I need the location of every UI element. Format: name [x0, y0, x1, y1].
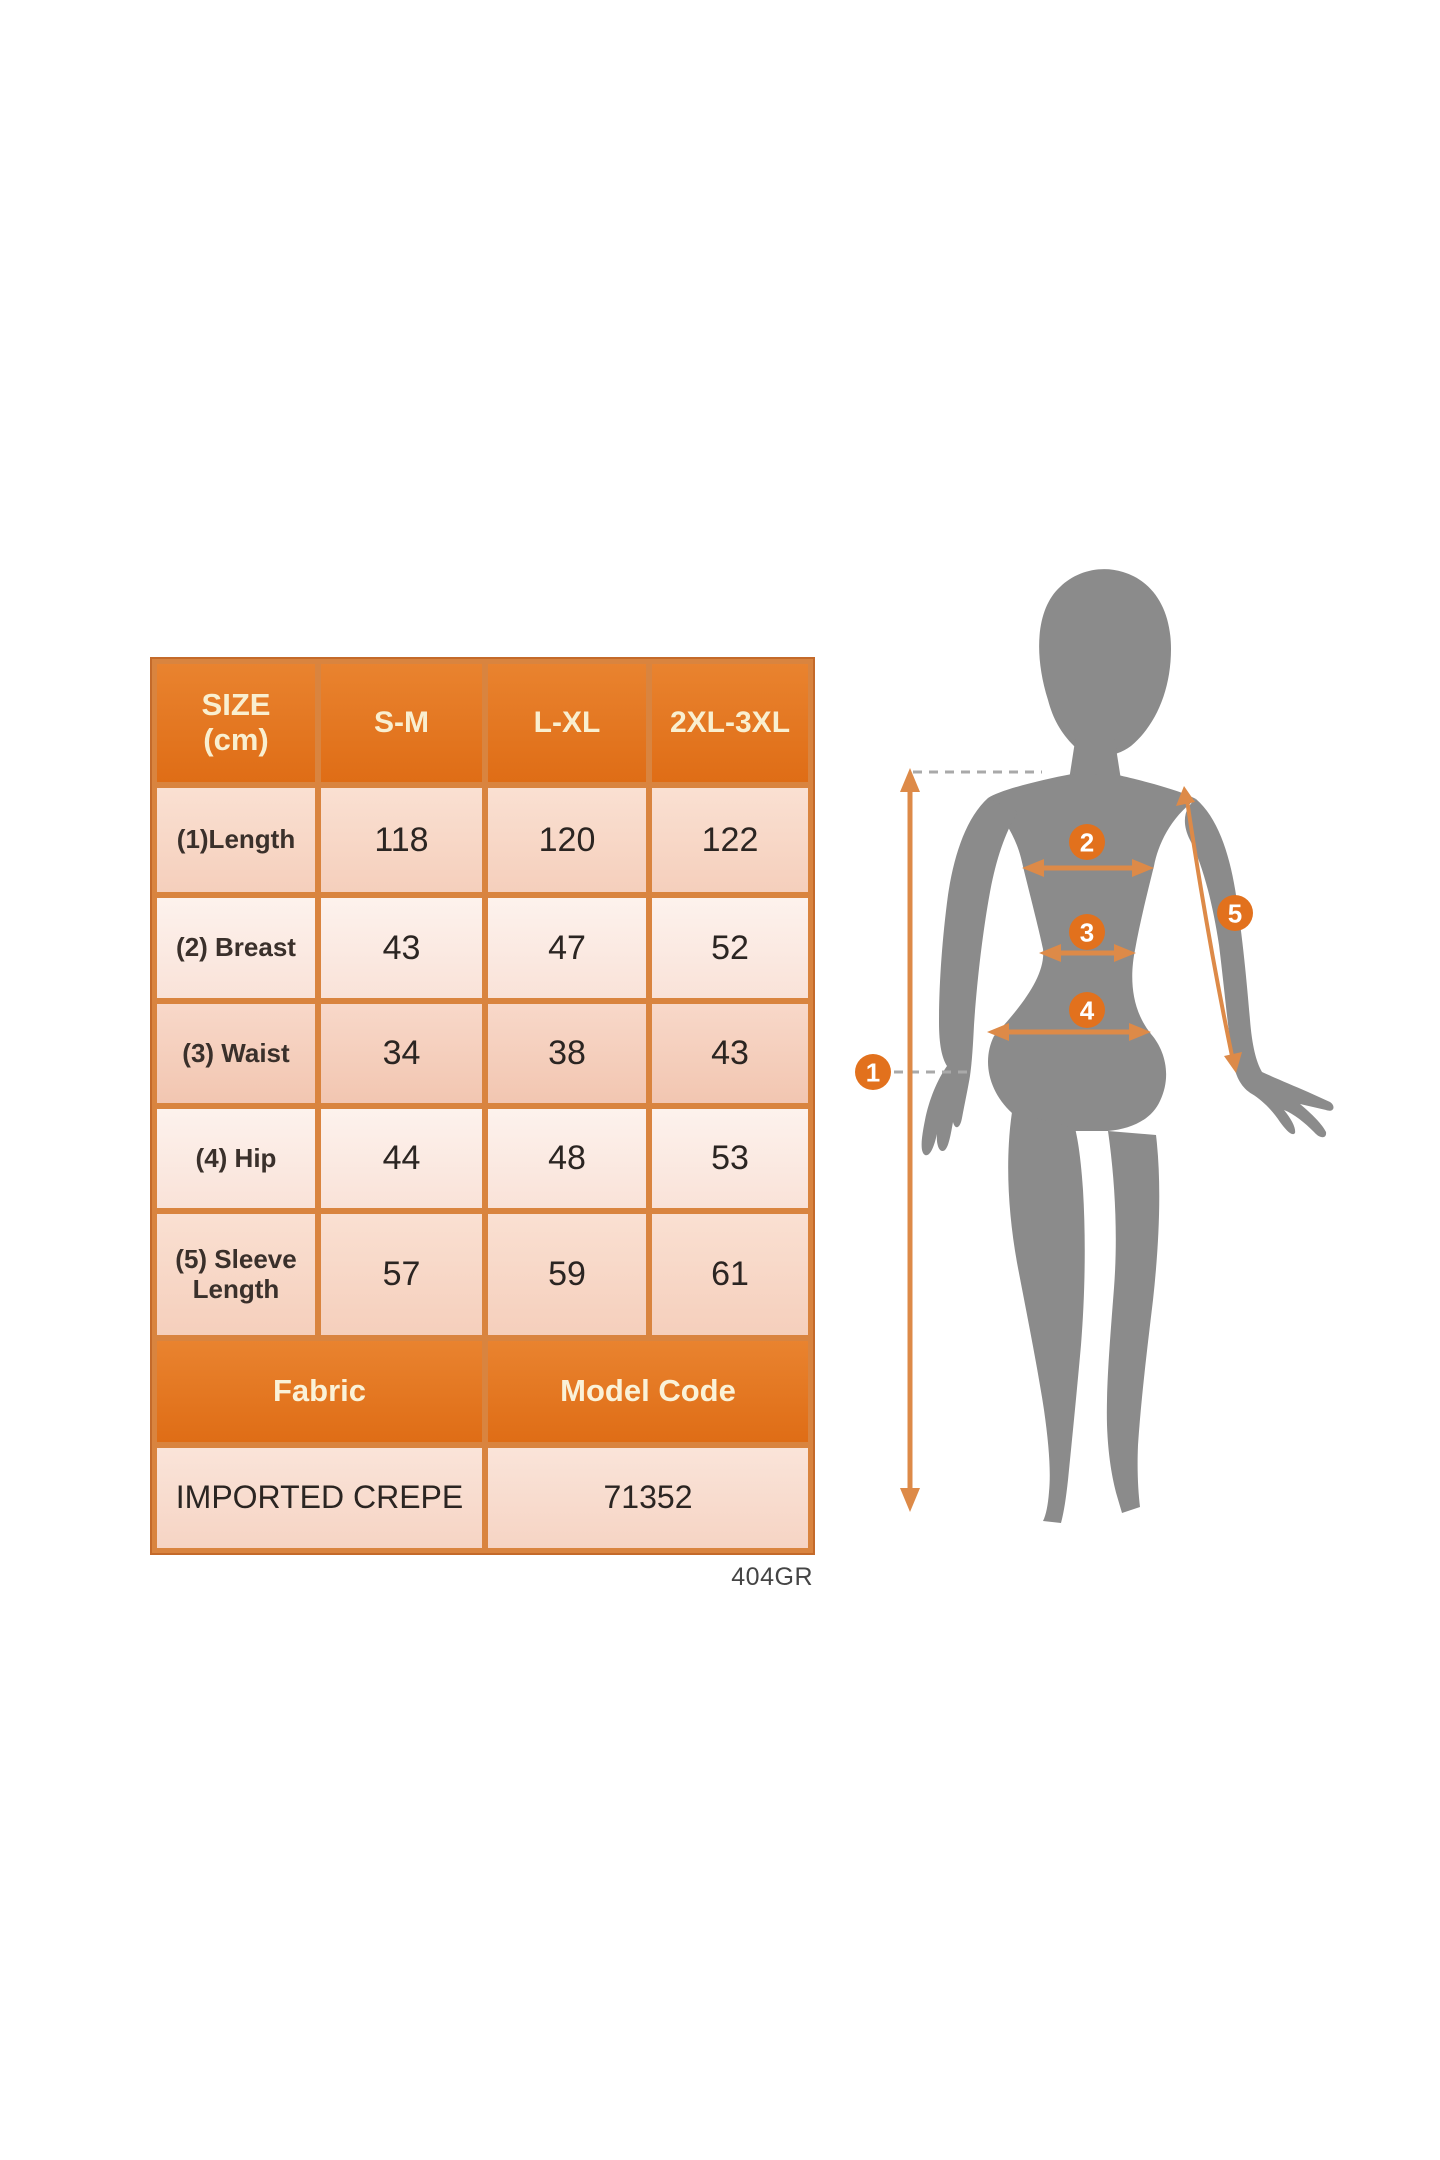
sleeve-2xl-3xl: 61	[652, 1214, 808, 1335]
measurement-figure-svg: 1 2 3 4 5	[855, 569, 1334, 1523]
hip-2xl-3xl: 53	[652, 1109, 808, 1208]
header-size-cm: SIZE (cm)	[157, 664, 315, 782]
header-2xl-3xl: 2XL-3XL	[652, 664, 808, 782]
badge-3-number: 3	[1080, 917, 1094, 947]
badge-3-circle	[1069, 914, 1105, 950]
row-breast-label: (2) Breast	[157, 898, 315, 998]
waist-arrowhead-right	[1114, 944, 1136, 962]
sleeve-arrowhead-bottom	[1224, 1052, 1242, 1073]
breast-arrowhead-left	[1022, 859, 1044, 877]
sleeve-arrow	[1185, 799, 1234, 1057]
row-waist-label: (3) Waist	[157, 1004, 315, 1103]
waist-2xl-3xl: 43	[652, 1004, 808, 1103]
fabric-header: Fabric	[157, 1341, 482, 1442]
badge-4-number: 4	[1080, 995, 1095, 1025]
badge-1-circle	[855, 1054, 891, 1090]
badge-4-circle	[1069, 992, 1105, 1028]
model-code-header: Model Code	[488, 1341, 808, 1442]
image-code-footnote: 404GR	[731, 1563, 813, 1591]
silhouette-right-arm	[1184, 799, 1334, 1138]
badge-5-circle	[1217, 895, 1253, 931]
hip-l-xl: 48	[488, 1109, 646, 1208]
sleeve-s-m: 57	[321, 1214, 482, 1335]
waist-s-m: 34	[321, 1004, 482, 1103]
length-2xl-3xl: 122	[652, 788, 808, 892]
fabric-value: IMPORTED CREPE	[157, 1448, 482, 1548]
waist-arrowhead-left	[1039, 944, 1061, 962]
breast-arrowhead-right	[1132, 859, 1154, 877]
silhouette-head	[1039, 569, 1171, 756]
header-l-xl: L-XL	[488, 664, 646, 782]
badge-2-circle	[1069, 824, 1105, 860]
breast-s-m: 43	[321, 898, 482, 998]
breast-2xl-3xl: 52	[652, 898, 808, 998]
sleeve-arrowhead-top	[1176, 786, 1195, 806]
measurement-badges: 1 2 3 4 5	[855, 824, 1253, 1090]
silhouette-neck	[1069, 735, 1121, 780]
row-hip-label: (4) Hip	[157, 1109, 315, 1208]
woman-silhouette	[921, 569, 1334, 1523]
sleeve-l-xl: 59	[488, 1214, 646, 1335]
length-arrowhead-bottom	[900, 1488, 920, 1512]
size-chart-table: SIZE (cm) S-M L-XL 2XL-3XL (1)Length 118…	[150, 657, 815, 1555]
hip-arrowhead-right	[1129, 1023, 1151, 1041]
hip-s-m: 44	[321, 1109, 482, 1208]
waist-l-xl: 38	[488, 1004, 646, 1103]
measurement-figure: 1 2 3 4 5	[840, 550, 1360, 1560]
header-s-m: S-M	[321, 664, 482, 782]
row-length-label: (1)Length	[157, 788, 315, 892]
model-code-value: 71352	[488, 1448, 808, 1548]
breast-l-xl: 47	[488, 898, 646, 998]
dashed-guides	[894, 770, 1042, 1074]
badge-2-number: 2	[1080, 827, 1094, 857]
silhouette-left-leg	[1008, 1112, 1085, 1523]
silhouette-right-leg	[1106, 1131, 1160, 1513]
silhouette-left-arm	[921, 798, 1018, 1156]
badge-5-number: 5	[1228, 898, 1242, 928]
length-arrowhead-top	[900, 768, 920, 792]
measurement-arrows	[900, 768, 1242, 1512]
length-l-xl: 120	[488, 788, 646, 892]
badge-1-number: 1	[866, 1057, 880, 1087]
hip-arrowhead-left	[987, 1023, 1009, 1041]
length-s-m: 118	[321, 788, 482, 892]
row-sleeve-label: (5) Sleeve Length	[157, 1214, 315, 1335]
